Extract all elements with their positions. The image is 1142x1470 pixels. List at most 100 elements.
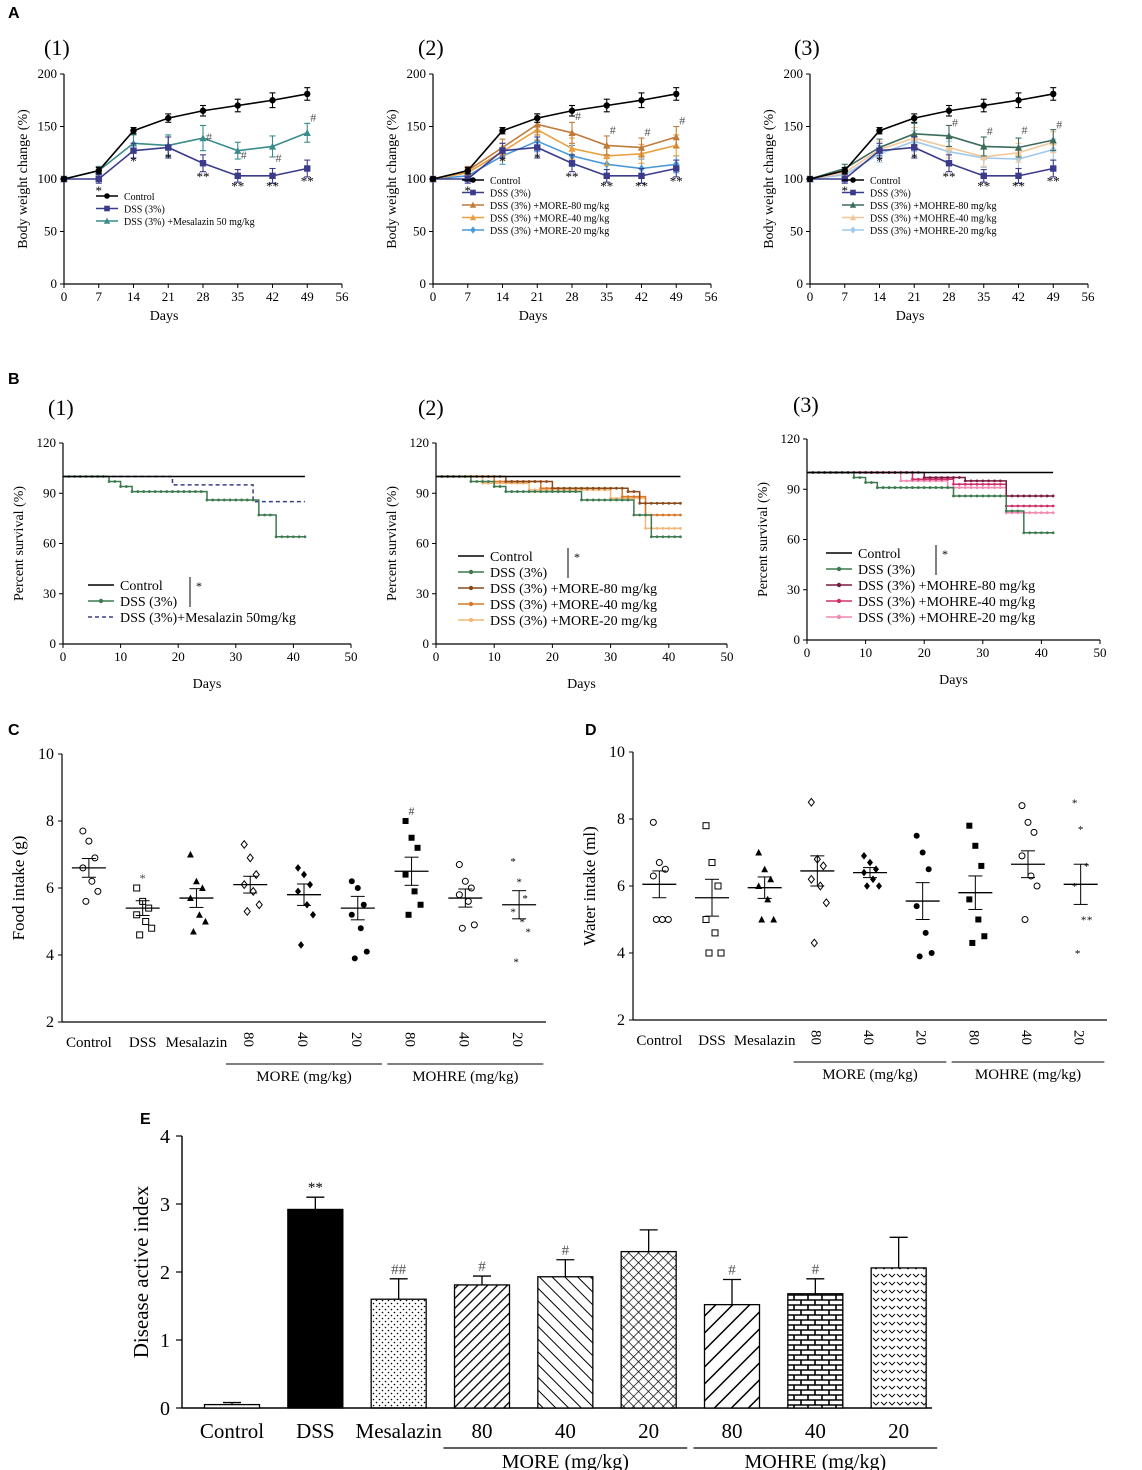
category-points-5	[340, 878, 375, 962]
censor-mark	[1022, 531, 1026, 535]
censor-mark	[136, 490, 140, 493]
category-label: 20	[1071, 1030, 1087, 1045]
censor-mark	[609, 486, 612, 490]
censor-mark	[870, 481, 873, 484]
censor-mark	[899, 479, 903, 483]
subpanel-label: (3)	[793, 392, 819, 417]
category-points-6	[958, 822, 993, 946]
data-point	[429, 175, 437, 183]
data-point	[467, 884, 475, 892]
legend-marker	[850, 189, 856, 196]
data-point	[980, 102, 987, 109]
data-point	[269, 172, 276, 180]
x-tick-label: 30	[976, 645, 989, 660]
x-tick-label: 56	[336, 289, 350, 304]
y-tick-label: 4	[160, 1126, 170, 1148]
significance-mark: #	[562, 1243, 570, 1259]
censor-mark	[626, 495, 630, 498]
data-point	[911, 114, 918, 122]
data-point: *	[1075, 948, 1081, 960]
data-point	[568, 160, 576, 167]
series-DSS (3%)+Mesalazin 50mg/kg	[63, 475, 305, 503]
legend-label: Control	[490, 550, 533, 565]
survival-curve	[807, 471, 1054, 497]
group-label: MOHRE (mg/kg)	[744, 1451, 886, 1470]
data-point	[91, 854, 99, 862]
data-point	[354, 885, 361, 891]
censor-mark	[1034, 511, 1037, 515]
subpanel-label: (1)	[48, 395, 74, 420]
censor-mark	[539, 480, 543, 483]
data-point	[638, 97, 645, 104]
legend-label: DSS (3%)	[870, 189, 911, 200]
legend-marker	[468, 601, 474, 607]
data-point	[876, 882, 882, 890]
significance-mark: #	[679, 113, 685, 127]
y-tick-label: 0	[797, 276, 804, 291]
censor-mark	[887, 486, 891, 489]
censor-mark	[1016, 494, 1020, 498]
censor-mark	[975, 486, 979, 489]
censor-mark	[655, 535, 659, 539]
legend-label: DSS (3%) +MORE-20 mg/kg	[490, 614, 657, 629]
censor-mark	[257, 513, 261, 517]
data-point	[534, 144, 541, 151]
data-point	[637, 143, 646, 151]
data-point	[249, 886, 257, 896]
legend-label: DSS (3%) +MORE-80 mg/kg	[490, 201, 609, 212]
legend-label: DSS (3%) +MORE-80 mg/kg	[490, 582, 657, 597]
y-tick-label: 50	[790, 224, 803, 239]
data-point	[405, 911, 412, 918]
data-point	[408, 834, 415, 841]
censor-mark	[905, 479, 909, 483]
data-point	[873, 865, 879, 874]
legend-label: DSS (3%) +MOHRE-80 mg/kg	[870, 201, 996, 212]
x-tick-label: 10	[114, 649, 127, 664]
data-point	[568, 107, 576, 114]
y-axis-title: Percent survival (%)	[756, 482, 771, 597]
legend-marker	[470, 226, 476, 234]
data-point	[568, 144, 576, 152]
censor-mark	[556, 490, 560, 493]
censor-mark	[1028, 511, 1032, 515]
censor-mark	[1016, 509, 1020, 513]
series-line	[809, 137, 1054, 180]
censor-mark	[148, 490, 151, 493]
censor-mark	[504, 480, 508, 483]
subpanel-label: (2)	[418, 35, 444, 60]
censor-mark	[940, 486, 944, 489]
y-tick-label: 100	[38, 171, 58, 186]
data-point	[196, 911, 203, 918]
censor-mark	[475, 480, 479, 483]
censor-mark	[597, 498, 601, 502]
censor-mark	[952, 476, 955, 479]
series-line	[432, 128, 677, 180]
censor-mark	[228, 498, 232, 502]
data-point	[652, 916, 660, 923]
data-point	[298, 941, 304, 949]
y-tick-label: 1	[160, 1330, 170, 1352]
category-label: Control	[636, 1033, 682, 1049]
significance-mark: *	[534, 150, 541, 165]
censor-mark	[975, 494, 979, 498]
series-line	[810, 146, 1054, 180]
data-point: *	[1081, 915, 1087, 927]
censor-mark	[626, 490, 630, 493]
censor-mark	[911, 486, 914, 489]
series-Control	[429, 87, 680, 183]
significance-mark: *	[196, 579, 202, 593]
data-point	[758, 915, 766, 923]
data-point	[307, 880, 313, 889]
data-point	[980, 142, 988, 150]
y-axis-title: Disease active index	[129, 1185, 153, 1358]
censor-mark	[556, 486, 560, 490]
censor-mark	[875, 486, 879, 489]
censor-mark	[934, 486, 938, 489]
data-point	[867, 858, 873, 867]
significance-mark: *	[130, 153, 137, 168]
censor-mark	[1040, 494, 1043, 498]
data-point	[499, 147, 506, 154]
y-tick-label: 90	[787, 481, 800, 496]
censor-mark	[952, 482, 955, 486]
y-tick-label: 10	[609, 744, 625, 761]
